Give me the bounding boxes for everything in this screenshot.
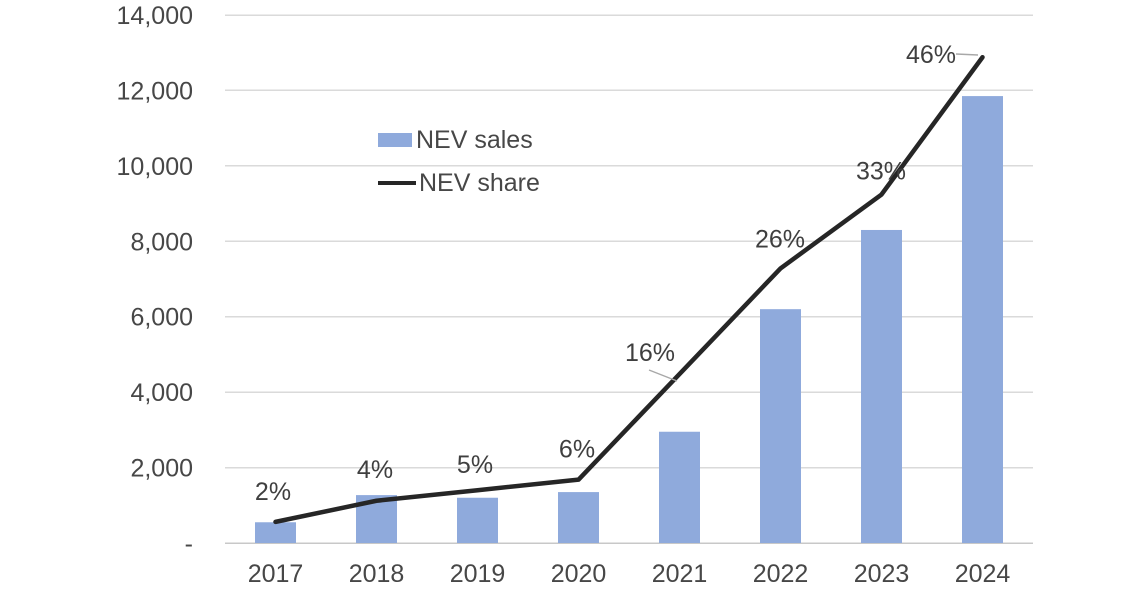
bar-2020	[558, 492, 599, 543]
share-data-label: 6%	[559, 436, 595, 464]
y-axis-tick-label: 8,000	[130, 228, 193, 256]
share-data-label: 33%	[856, 158, 906, 186]
y-axis-tick-label: 2,000	[130, 455, 193, 483]
y-axis-tick-label: 14,000	[117, 2, 193, 30]
bar-2024	[962, 96, 1003, 543]
legend-label-nev-sales: NEV sales	[416, 126, 533, 154]
nev-share-line	[273, 54, 985, 525]
share-data-label: 4%	[357, 456, 393, 484]
y-axis-tick-label: -	[185, 530, 193, 558]
bar-2017	[255, 522, 296, 543]
y-axis-tick-label: 10,000	[117, 153, 193, 181]
leader-line-46pct	[955, 53, 979, 56]
share-data-label: 46%	[906, 41, 956, 69]
x-axis-category-label: 2017	[248, 560, 304, 588]
share-data-label: 5%	[457, 451, 493, 479]
x-axis-category-label: 2020	[551, 560, 607, 588]
x-axis-category-label: 2024	[955, 560, 1011, 588]
share-data-label: 26%	[755, 225, 805, 253]
x-axis-category-label: 2021	[652, 560, 708, 588]
x-axis-category-label: 2023	[854, 560, 910, 588]
legend-label-nev-share: NEV share	[419, 169, 540, 197]
bar-2023	[861, 229, 902, 543]
legend-bar-swatch-icon	[378, 133, 412, 147]
bar-2022	[760, 309, 801, 543]
bar-2019	[457, 497, 498, 543]
x-axis-category-label: 2022	[753, 560, 809, 588]
leader-line-16pct	[648, 369, 678, 382]
legend-item-nev-share: NEV share	[378, 169, 540, 197]
legend-line-swatch-icon	[378, 181, 416, 185]
chart-legend: NEV sales NEV share	[378, 126, 540, 197]
x-axis-category-label: 2019	[450, 560, 506, 588]
y-axis-tick-label: 4,000	[130, 379, 193, 407]
share-data-label: 16%	[625, 339, 675, 367]
bar-2021	[659, 431, 700, 543]
x-axis-category-label: 2018	[349, 560, 405, 588]
legend-item-nev-sales: NEV sales	[378, 126, 540, 154]
share-data-label: 2%	[255, 478, 291, 506]
y-axis-tick-label: 6,000	[130, 304, 193, 332]
y-axis-tick-label: 12,000	[117, 77, 193, 105]
